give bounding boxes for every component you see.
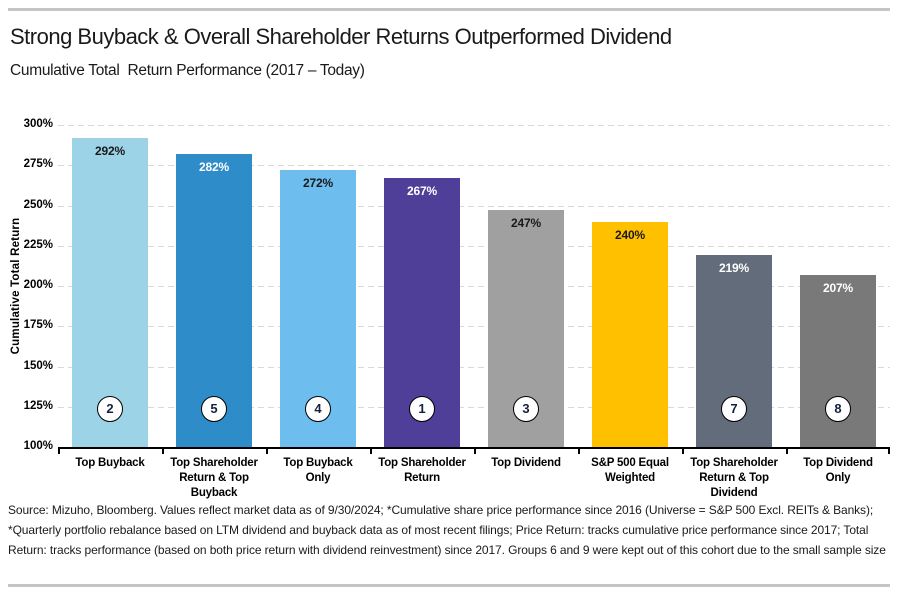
y-tick-label: 150% bbox=[23, 359, 53, 372]
y-tick-label: 200% bbox=[23, 279, 53, 291]
bar-value-label: 267% bbox=[407, 184, 437, 199]
y-axis-ticks: 100% 125% 150% 175% 200% 225% 250% 275% 300% bbox=[0, 118, 53, 452]
source-note: Source: Mizuho, Bloomberg. Values reflec… bbox=[8, 503, 886, 558]
bar: 207% 8 bbox=[800, 274, 876, 447]
bar: 292% 2 bbox=[72, 137, 148, 447]
group-number-badge: 3 bbox=[513, 396, 539, 422]
x-category-label: Top Buyback bbox=[75, 457, 145, 469]
x-category-label: Top Shareholder Return & Top Dividend bbox=[690, 457, 778, 499]
x-tick-mark bbox=[162, 449, 164, 454]
bar-value-label: 207% bbox=[823, 280, 853, 295]
bar: 282% 5 bbox=[176, 153, 252, 447]
y-tick-label: 125% bbox=[23, 399, 53, 412]
plot-area: 292% 2 282% 5 272% 4 267% 1 247% 3 240% 219% 7 207% 8 bbox=[58, 125, 890, 454]
x-category-label: Top Shareholder Return & Top Buyback bbox=[170, 457, 258, 499]
y-tick-label: 275% bbox=[23, 158, 53, 171]
group-number-badge: 7 bbox=[721, 396, 747, 422]
x-tick-mark bbox=[578, 449, 580, 454]
group-number-badge: 1 bbox=[409, 396, 435, 422]
x-tick-mark bbox=[786, 449, 788, 454]
gridline bbox=[58, 286, 890, 287]
bar-value-label: 219% bbox=[719, 261, 749, 276]
bar-value-label: 292% bbox=[95, 143, 125, 158]
bottom-divider bbox=[8, 584, 890, 587]
y-tick-label: 225% bbox=[23, 238, 53, 251]
x-category-label: Top Buyback Only bbox=[283, 457, 353, 484]
bar-value-label: 272% bbox=[303, 176, 333, 191]
x-tick-mark bbox=[58, 449, 60, 454]
x-category-label: Top Dividend bbox=[491, 457, 561, 469]
x-tick-mark bbox=[888, 449, 890, 454]
bar: 272% 4 bbox=[280, 170, 356, 447]
x-category-label: S&P 500 Equal Weighted bbox=[591, 457, 669, 484]
x-axis-labels: Top Buyback Top Shareholder Return & Top … bbox=[58, 456, 890, 501]
group-number-badge: 4 bbox=[305, 396, 331, 422]
chart-subtitle: Cumulative Total Return Performance (201… bbox=[10, 62, 365, 79]
bar-value-label: 247% bbox=[511, 216, 541, 231]
x-tick-mark bbox=[266, 449, 268, 454]
bar: 240% bbox=[592, 221, 668, 447]
x-category-label: Top Shareholder Return bbox=[378, 457, 466, 484]
y-tick-label: 250% bbox=[23, 198, 53, 211]
y-tick-label: 100% bbox=[23, 440, 53, 452]
gridline bbox=[58, 366, 890, 368]
x-tick-mark bbox=[682, 449, 684, 454]
bar: 267% 1 bbox=[384, 178, 460, 447]
bar-value-label: 240% bbox=[615, 227, 645, 242]
y-tick-label: 300% bbox=[23, 118, 53, 130]
x-category-label: Top Dividend Only bbox=[803, 457, 873, 484]
group-number-badge: 8 bbox=[825, 396, 851, 422]
x-tick-mark bbox=[370, 449, 372, 454]
bar-value-label: 282% bbox=[199, 159, 229, 174]
chart-title: Strong Buyback & Overall Shareholder Ret… bbox=[10, 24, 672, 49]
bar: 219% 7 bbox=[696, 255, 772, 447]
bar: 247% 3 bbox=[488, 210, 564, 447]
gridline bbox=[58, 125, 890, 126]
gridline bbox=[58, 205, 890, 207]
gridline bbox=[58, 326, 890, 328]
gridline bbox=[58, 245, 890, 247]
gridline bbox=[58, 406, 890, 408]
y-tick-label: 175% bbox=[23, 319, 53, 332]
top-divider bbox=[8, 8, 890, 11]
group-number-badge: 2 bbox=[97, 396, 123, 422]
group-number-badge: 5 bbox=[201, 396, 227, 422]
x-tick-mark bbox=[474, 449, 476, 454]
gridline bbox=[58, 165, 890, 167]
